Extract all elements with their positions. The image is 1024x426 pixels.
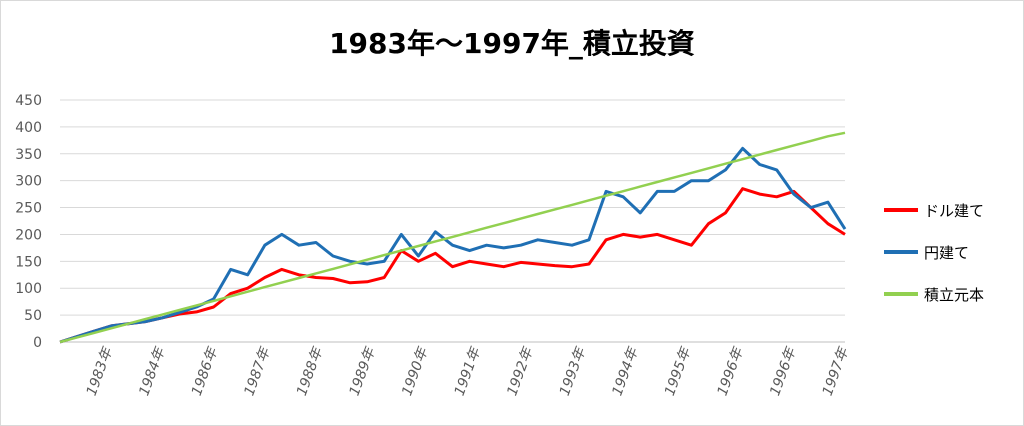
legend-swatch-yen [884,250,918,254]
x-tick-label: 1988年 [294,344,327,398]
legend-label-principal: 積立元本 [924,285,985,304]
y-tick-label: 50 [24,308,42,324]
x-tick-label: 1996年 [715,344,748,398]
x-tick-label: 1987年 [241,344,274,398]
y-tick-label: 100 [15,281,42,297]
legend-label-yen: 円建て [924,243,970,262]
x-tick-label: 1983年 [84,344,117,398]
x-tick-label: 1996年 [767,344,800,398]
x-tick-label: 1992年 [504,344,537,398]
legend: ドル建て 円建て 積立元本 [884,200,1019,326]
x-tick-label: 1990年 [399,344,432,398]
legend-label-dollar: ドル建て [924,201,985,220]
y-tick-label: 350 [15,147,42,163]
legend-swatch-dollar [884,208,918,212]
chart-title: 1983年～1997年_積立投資 [329,27,695,60]
x-tick-label: 1994年 [609,344,642,398]
x-tick-label: 1984年 [136,344,169,398]
x-tick-label: 1989年 [347,344,380,398]
y-tick-label: 0 [33,335,42,351]
x-tick-label: 1995年 [662,344,695,398]
legend-swatch-principal [884,292,918,296]
y-tick-label: 400 [15,120,42,136]
y-tick-label: 300 [15,174,42,190]
y-tick-label: 150 [15,254,42,270]
legend-item-yen: 円建て [884,242,1019,262]
x-tick-label: 1986年 [189,344,222,398]
series-line-1 [59,146,847,344]
y-tick-label: 450 [15,93,42,109]
series-line-2 [59,131,846,344]
x-tick-label: 1997年 [820,344,853,398]
x-tick-label: 1991年 [452,344,485,398]
series-line-0 [59,187,846,344]
legend-item-principal: 積立元本 [884,284,1019,304]
y-tick-label: 200 [15,227,42,243]
x-tick-label: 1993年 [557,344,590,398]
y-tick-label: 250 [15,201,42,217]
legend-item-dollar: ドル建て [884,200,1019,220]
